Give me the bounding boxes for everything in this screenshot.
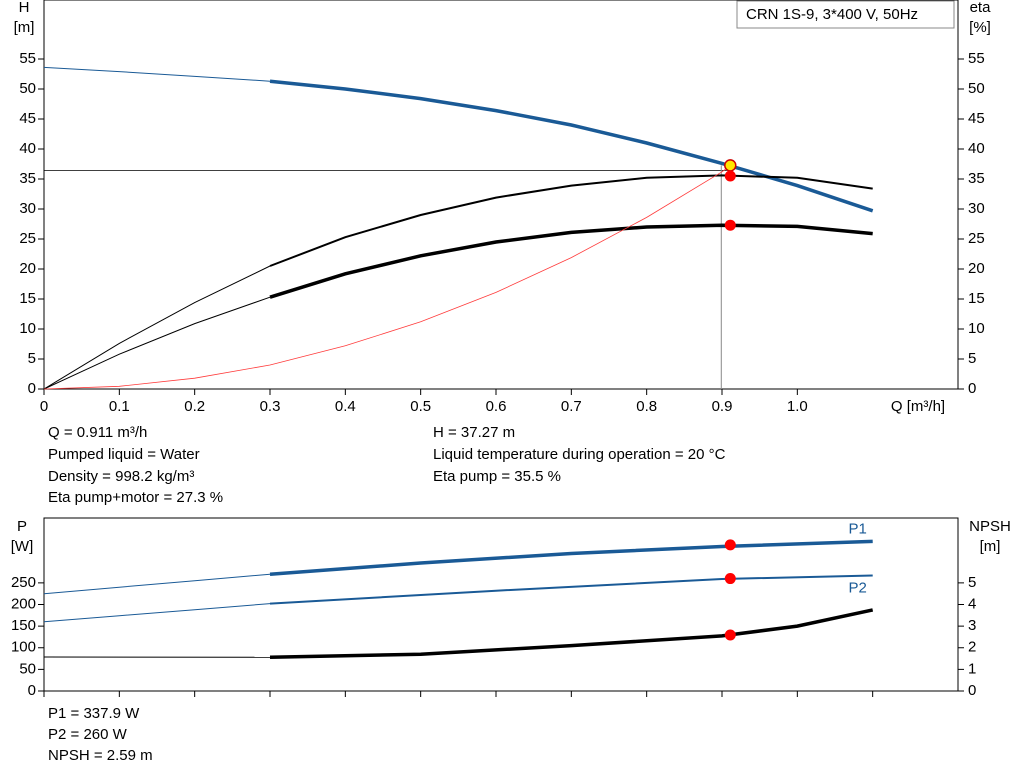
x-tick-label: 0.9 (712, 398, 733, 415)
info-text: Liquid temperature during operation = 20… (433, 446, 726, 463)
duty-point (724, 539, 736, 551)
y-tick-label: 30 (19, 200, 36, 217)
x-tick-label: 0.8 (636, 398, 657, 415)
curve (43, 265, 271, 390)
y-tick-label: 100 (11, 639, 36, 656)
y-tick-label: 5 (28, 350, 36, 367)
curve (269, 79, 874, 213)
info-text: Eta pump = 35.5 % (433, 468, 561, 485)
y2-axis-label: NPSH (969, 518, 1011, 535)
y2-tick-label: 40 (968, 140, 985, 157)
legend-text: CRN 1S-9, 3*400 V, 50Hz (746, 6, 918, 23)
curve (43, 603, 271, 623)
y2-axis-label: [%] (969, 19, 991, 36)
info-text: P2 = 260 W (48, 726, 128, 743)
y2-tick-label: 35 (968, 170, 985, 187)
x-tick-label: 0.5 (410, 398, 431, 415)
x-tick-label: 0.6 (486, 398, 507, 415)
y2-tick-label: 4 (968, 595, 976, 612)
y-tick-label: 35 (19, 170, 36, 187)
curve (43, 66, 271, 82)
info-text: Eta pump+motor = 27.3 % (48, 489, 223, 506)
y-tick-label: 250 (11, 574, 36, 591)
y-tick-label: 25 (19, 230, 36, 247)
curve (43, 573, 271, 595)
x-tick-label: 0.3 (260, 398, 281, 415)
y2-tick-label: 50 (968, 80, 985, 97)
info-text: P1 = 337.9 W (48, 705, 140, 722)
info-text: Q = 0.911 m³/h (48, 424, 147, 441)
duty-point (724, 159, 737, 172)
y2-tick-label: 5 (968, 350, 976, 367)
y-tick-label: 200 (11, 595, 36, 612)
y-tick-label: 0 (28, 380, 36, 397)
curve (269, 174, 873, 267)
y-axis-label: [m] (14, 19, 35, 36)
y2-axis-label: eta (970, 0, 992, 16)
x-tick-label: 0.4 (335, 398, 356, 415)
y2-tick-label: 55 (968, 50, 985, 67)
y2-tick-label: 20 (968, 260, 985, 277)
duty-point (724, 573, 736, 585)
plot-frame (43, 0, 959, 390)
curve (269, 539, 873, 576)
y-axis-label: [W] (11, 538, 34, 555)
x-axis-label: Q [m³/h] (891, 398, 945, 415)
curve (43, 165, 731, 390)
x-tick-label: 0 (40, 398, 48, 415)
y2-axis-label: [m] (980, 538, 1001, 555)
y2-tick-label: 2 (968, 639, 976, 656)
series-label: P1 (848, 520, 866, 537)
y-tick-label: 150 (11, 617, 36, 634)
series-label: P2 (848, 579, 866, 596)
y-tick-label: 50 (19, 80, 36, 97)
x-tick-label: 1.0 (787, 398, 808, 415)
y-tick-label: 40 (19, 140, 36, 157)
y-tick-label: 55 (19, 50, 36, 67)
x-tick-label: 0.2 (184, 398, 205, 415)
y-tick-label: 50 (19, 660, 36, 677)
y-tick-label: 45 (19, 110, 36, 127)
y2-tick-label: 10 (968, 320, 985, 337)
y2-tick-label: 30 (968, 200, 985, 217)
y2-tick-label: 5 (968, 574, 976, 591)
y2-tick-label: 45 (968, 110, 985, 127)
info-text: Pumped liquid = Water (48, 446, 200, 463)
y-tick-label: 20 (19, 260, 36, 277)
curve (43, 296, 271, 390)
y2-tick-label: 0 (968, 682, 976, 699)
curve (269, 223, 873, 299)
info-text: NPSH = 2.59 m (48, 747, 153, 764)
y2-tick-label: 3 (968, 617, 976, 634)
y2-tick-label: 0 (968, 380, 976, 397)
duty-point (724, 219, 736, 231)
legend-box (736, 0, 955, 29)
duty-point (724, 629, 736, 641)
info-text: Density = 998.2 kg/m³ (48, 468, 194, 485)
y-axis-label: H (19, 0, 30, 16)
y-tick-label: 0 (28, 682, 36, 699)
duty-point (724, 170, 736, 182)
y2-tick-label: 15 (968, 290, 985, 307)
x-tick-label: 0.1 (109, 398, 130, 415)
y2-tick-label: 25 (968, 230, 985, 247)
info-text: H = 37.27 m (433, 424, 515, 441)
y-tick-label: 10 (19, 320, 36, 337)
y-axis-label: P (17, 518, 27, 535)
curve (269, 608, 874, 660)
x-tick-label: 0.7 (561, 398, 582, 415)
y-tick-label: 15 (19, 290, 36, 307)
y2-tick-label: 1 (968, 660, 976, 677)
curve (269, 574, 873, 605)
